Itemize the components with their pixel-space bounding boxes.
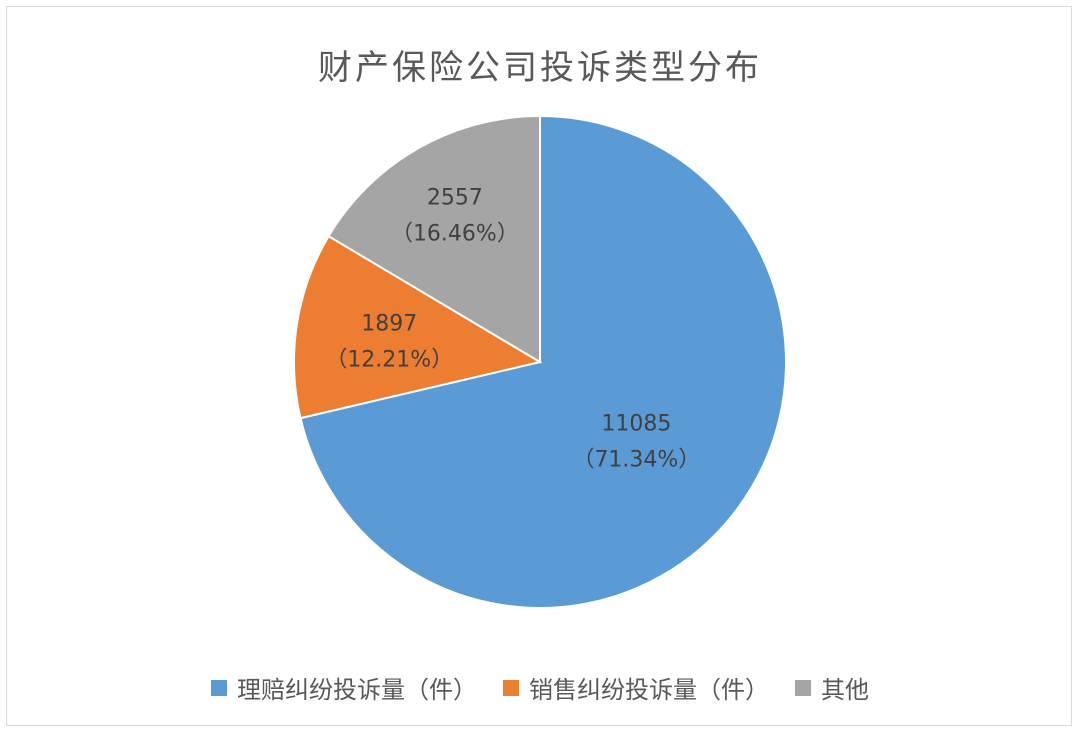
data-label-sales-value: 1897 bbox=[361, 312, 417, 337]
legend-swatch-sales bbox=[503, 679, 519, 696]
data-label-claims-value: 11085 bbox=[601, 411, 671, 436]
data-label-claims-percent: （71.34%） bbox=[572, 447, 700, 472]
legend-swatch-other bbox=[795, 679, 811, 696]
data-label-other-percent: （16.46%） bbox=[391, 221, 519, 246]
legend-swatch-claims bbox=[211, 679, 227, 696]
legend-label-sales: 销售纠纷投诉量（件） bbox=[529, 676, 769, 704]
data-label-claims: 11085 （71.34%） bbox=[572, 411, 700, 472]
data-label-other: 2557 （16.46%） bbox=[391, 185, 519, 246]
legend-item-claims: 理赔纠纷投诉量（件） bbox=[211, 670, 477, 705]
data-label-sales-percent: （12.21%） bbox=[325, 348, 453, 373]
chart-title: 财产保险公司投诉类型分布 bbox=[318, 48, 762, 88]
data-label-sales: 1897 （12.21%） bbox=[325, 312, 453, 373]
pie-labels: 11085 （71.34%） 1897 （12.21%） 2557 （16.46%） bbox=[325, 185, 700, 472]
pie-slice-claims bbox=[299, 114, 787, 609]
legend-label-other: 其他 bbox=[821, 676, 869, 704]
legend-item-sales: 销售纠纷投诉量（件） bbox=[503, 670, 769, 705]
pie-slice-sales bbox=[293, 234, 543, 420]
pie-slice-other bbox=[327, 114, 541, 364]
legend-item-other: 其他 bbox=[795, 670, 869, 705]
data-label-other-value: 2557 bbox=[427, 185, 483, 210]
chart-legend: 理赔纠纷投诉量（件） 销售纠纷投诉量（件） 其他 bbox=[0, 670, 1080, 705]
legend-label-claims: 理赔纠纷投诉量（件） bbox=[237, 676, 477, 704]
pie-slices bbox=[293, 114, 787, 609]
